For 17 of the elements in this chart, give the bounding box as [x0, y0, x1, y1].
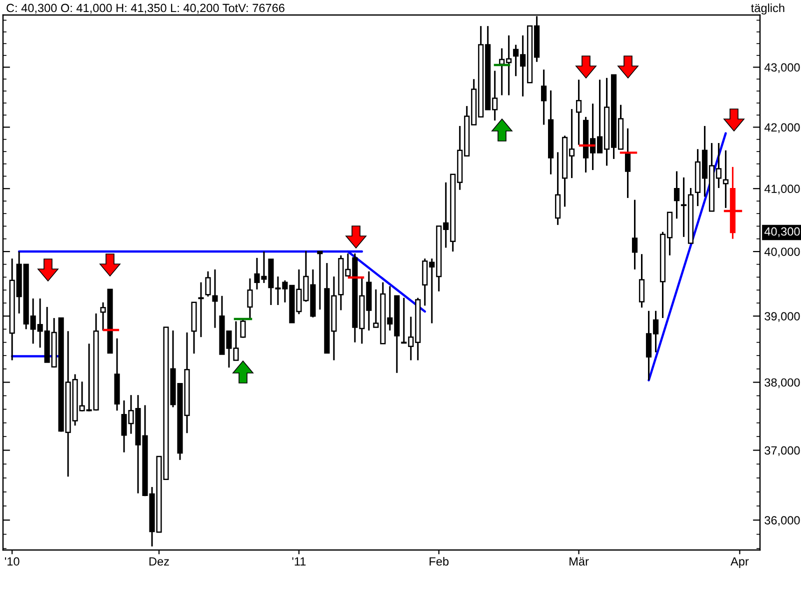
x-tick-label: Mär [570, 557, 589, 566]
x-tick-label: Feb [430, 556, 449, 566]
y-tick-label: 40,000 [764, 248, 800, 258]
x-tick-label: '11 [292, 557, 306, 566]
x-tick-label: Apr [730, 557, 749, 568]
y-tick-label: 37,000 [764, 446, 800, 456]
text: 40,300 [764, 227, 800, 238]
x-tick-label: '10 [5, 557, 20, 566]
x-tick-label: Dez [149, 557, 169, 566]
chart-title: C: 40,300 O: 41,000 H: 41,350 L: 40,200 TotV: 76766 [6, 4, 284, 14]
y-tick-label: 38,000 [764, 378, 800, 388]
y-tick-label: 42,000 [764, 123, 800, 133]
y-tick-label: 36,000 [764, 516, 800, 526]
y-tick-label: 41,000 [764, 184, 800, 194]
y-tick-label: 39,000 [764, 312, 800, 322]
y-tick-label: 43,000 [764, 63, 800, 74]
text: täglich [751, 4, 784, 14]
